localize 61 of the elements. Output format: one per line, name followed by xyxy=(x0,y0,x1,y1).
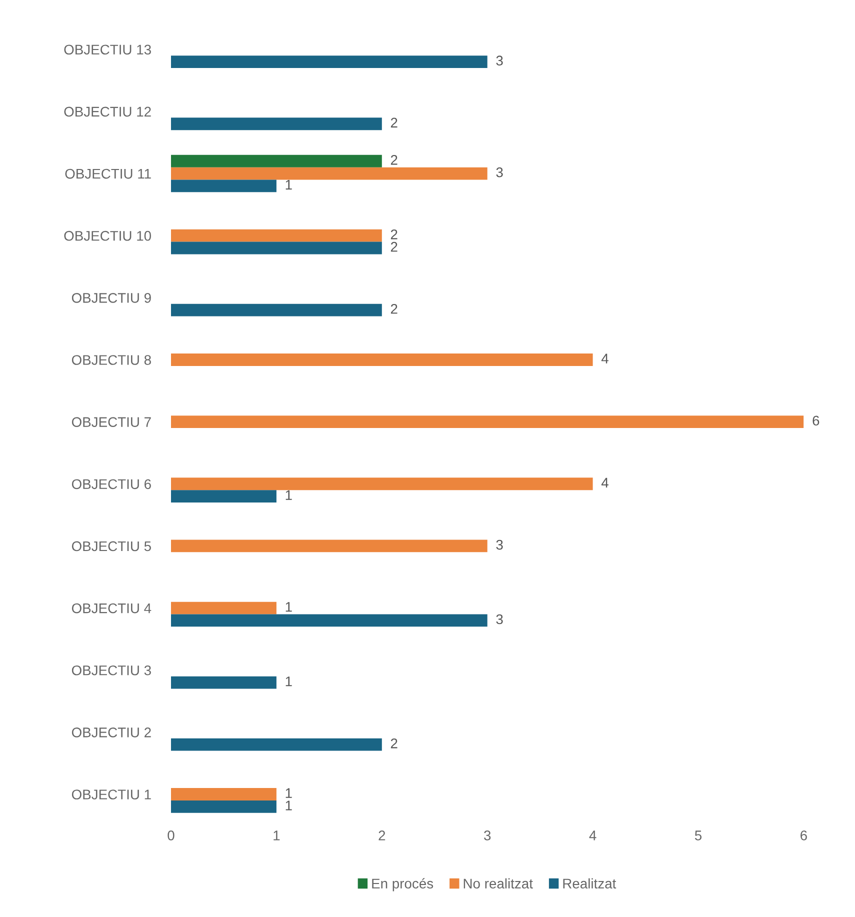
bar xyxy=(171,56,488,68)
bar xyxy=(171,304,382,316)
x-tick-label: 5 xyxy=(694,830,702,840)
data-label: 1 xyxy=(286,490,292,500)
bar xyxy=(171,180,276,192)
y-tick-label: OBJECTIU 9 xyxy=(72,293,151,303)
bar xyxy=(171,354,593,366)
y-tick-label: OBJECTIU 7 xyxy=(72,417,151,427)
bar xyxy=(171,229,382,242)
bar xyxy=(171,738,382,751)
x-tick-label: 4 xyxy=(589,830,596,840)
y-tick-label: OBJECTIU 12 xyxy=(64,106,151,117)
data-label: 4 xyxy=(601,354,608,364)
x-tick-label: 6 xyxy=(800,830,807,840)
data-label: 3 xyxy=(496,614,503,624)
bar xyxy=(171,118,382,130)
data-label: 2 xyxy=(390,738,398,748)
y-tick-label: OBJECTIU 6 xyxy=(72,479,151,490)
data-label: 3 xyxy=(496,56,503,66)
bar xyxy=(171,167,488,180)
bar xyxy=(171,490,276,503)
legend-label: No realitzat xyxy=(464,878,533,889)
data-label: 6 xyxy=(812,416,820,426)
x-tick-label: 3 xyxy=(484,830,491,840)
bar xyxy=(171,242,382,254)
bar xyxy=(171,788,276,800)
legend-label: Realitzat xyxy=(563,878,616,889)
y-tick-label: OBJECTIU 5 xyxy=(72,541,151,552)
y-tick-label: OBJECTIU 8 xyxy=(72,355,151,365)
data-label: 2 xyxy=(390,304,398,314)
bar xyxy=(171,416,804,428)
data-label: 1 xyxy=(286,800,292,810)
y-tick-label: OBJECTIU 3 xyxy=(72,665,151,676)
y-tick-label: OBJECTIU 4 xyxy=(72,603,152,614)
bar xyxy=(171,154,382,168)
y-tick-label: OBJECTIU 1 xyxy=(72,790,151,800)
y-tick-label: OBJECTIU 11 xyxy=(65,168,151,179)
x-tick-label: 1 xyxy=(274,830,280,840)
bar xyxy=(171,676,276,689)
bar xyxy=(171,614,488,627)
data-label: 2 xyxy=(390,118,398,128)
data-label: 1 xyxy=(286,602,292,612)
x-tick-label: 0 xyxy=(168,830,174,840)
data-label: 3 xyxy=(496,167,503,178)
data-label: 1 xyxy=(286,180,292,190)
data-label: 3 xyxy=(496,540,503,550)
data-label: 2 xyxy=(390,242,398,252)
y-tick-label: OBJECTIU 10 xyxy=(64,230,152,241)
data-label: 1 xyxy=(286,676,292,686)
legend-label: En procés xyxy=(372,878,434,892)
x-tick-label: 2 xyxy=(378,830,386,840)
bar xyxy=(171,478,593,490)
data-label: 2 xyxy=(390,229,398,240)
bar xyxy=(171,602,276,614)
y-tick-label: OBJECTIU 2 xyxy=(72,728,151,738)
data-label: 2 xyxy=(390,155,398,165)
bar xyxy=(171,540,488,552)
data-label: 1 xyxy=(286,788,292,798)
data-label: 4 xyxy=(601,478,608,488)
y-tick-label: OBJECTIU 13 xyxy=(64,44,151,55)
bar xyxy=(171,800,276,813)
